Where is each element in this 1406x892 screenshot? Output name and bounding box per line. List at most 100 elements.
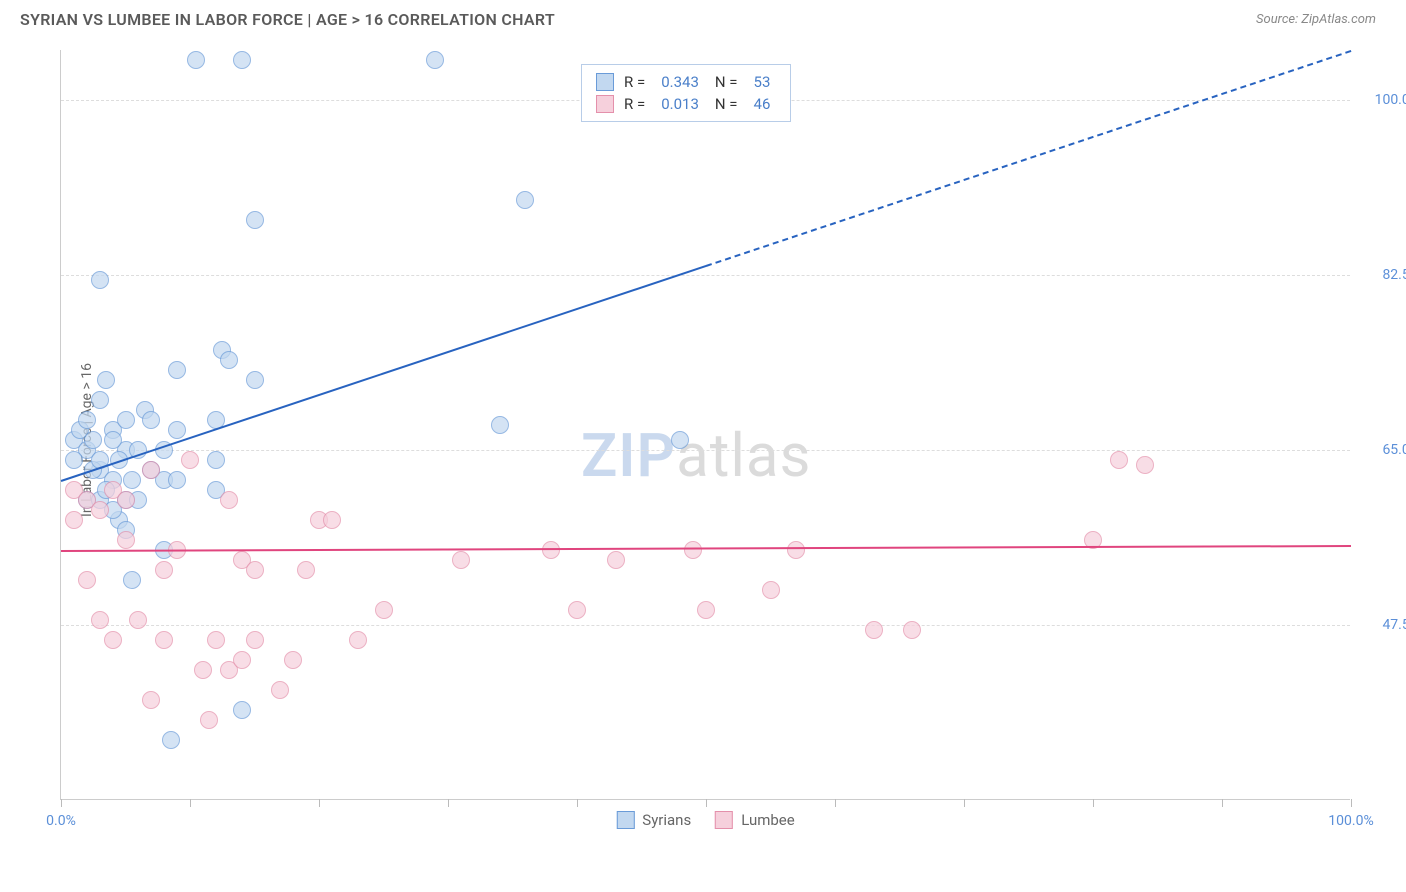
x-tick-label: 0.0% [46,813,76,829]
legend-r-label: R = [624,95,645,113]
y-tick-label: 82.5% [1360,267,1406,283]
x-tick [1222,799,1223,807]
data-point [142,691,160,709]
data-point [142,461,160,479]
data-point [426,51,444,69]
data-point [516,191,534,209]
watermark-rest: atlas [676,420,811,491]
data-point [187,51,205,69]
legend-n-label: N = [715,73,738,91]
x-tick-label: 100.0% [1328,813,1373,829]
legend-r-label: R = [624,73,645,91]
data-point [697,601,715,619]
data-point [246,561,264,579]
chart-source: Source: ZipAtlas.com [1256,12,1376,27]
data-point [207,451,225,469]
data-point [78,411,96,429]
data-point [684,541,702,559]
data-point [91,391,109,409]
data-point [491,416,509,434]
data-point [220,351,238,369]
data-point [1110,451,1128,469]
data-point [762,581,780,599]
data-point [568,601,586,619]
gridline-h [61,450,1350,451]
x-tick [835,799,836,807]
data-point [246,211,264,229]
data-point [84,431,102,449]
series-legend: Syrians Lumbee [616,811,794,829]
legend-swatch [616,811,634,829]
data-point [123,571,141,589]
data-point [65,511,83,529]
data-point [297,561,315,579]
data-point [246,631,264,649]
x-tick [1351,799,1352,807]
data-point [452,551,470,569]
legend-row: R = 0.013 N = 46 [596,93,776,115]
x-tick [964,799,965,807]
legend-row: R = 0.343 N = 53 [596,71,776,93]
legend-label: Lumbee [741,811,795,829]
x-tick [577,799,578,807]
legend-swatch [596,95,614,113]
legend-n-value: 46 [754,95,771,113]
data-point [200,711,218,729]
watermark: ZIPatlas [581,420,812,491]
legend-r-value: 0.013 [661,95,699,113]
data-point [162,731,180,749]
legend-swatch [596,73,614,91]
watermark-bold: ZIP [581,420,676,491]
data-point [233,701,251,719]
data-point [168,471,186,489]
data-point [155,631,173,649]
legend-r-value: 0.343 [661,73,699,91]
data-point [1136,456,1154,474]
regression-line-extended [706,50,1352,267]
legend-n-label: N = [715,95,738,113]
regression-line [61,545,1351,552]
legend-item: Lumbee [715,811,795,829]
legend-item: Syrians [616,811,691,829]
data-point [104,431,122,449]
data-point [91,501,109,519]
data-point [271,681,289,699]
chart-header: SYRIAN VS LUMBEE IN LABOR FORCE | AGE > … [0,0,1406,37]
legend-label: Syrians [642,811,691,829]
data-point [97,371,115,389]
data-point [129,611,147,629]
y-tick-label: 100.0% [1360,92,1406,108]
data-point [233,651,251,669]
x-tick [706,799,707,807]
data-point [349,631,367,649]
data-point [65,451,83,469]
data-point [91,271,109,289]
data-point [284,651,302,669]
data-point [123,471,141,489]
chart-title: SYRIAN VS LUMBEE IN LABOR FORCE | AGE > … [20,10,555,29]
correlation-legend: R = 0.343 N = 53 R = 0.013 N = 46 [581,64,791,122]
plot-area: ZIPatlas 47.5%65.0%82.5%100.0%0.0%100.0%… [60,50,1350,800]
data-point [155,561,173,579]
data-point [142,411,160,429]
data-point [323,511,341,529]
data-point [207,631,225,649]
data-point [117,411,135,429]
y-tick-label: 65.0% [1360,442,1406,458]
data-point [787,541,805,559]
gridline-h [61,275,1350,276]
data-point [194,661,212,679]
data-point [117,491,135,509]
data-point [233,51,251,69]
data-point [168,421,186,439]
data-point [671,431,689,449]
gridline-h [61,625,1350,626]
x-tick [1093,799,1094,807]
data-point [903,621,921,639]
chart-container: In Labor Force | Age > 16 ZIPatlas 47.5%… [20,40,1386,840]
data-point [246,371,264,389]
legend-n-value: 53 [754,73,771,91]
data-point [104,631,122,649]
x-tick [319,799,320,807]
y-tick-label: 47.5% [1360,617,1406,633]
